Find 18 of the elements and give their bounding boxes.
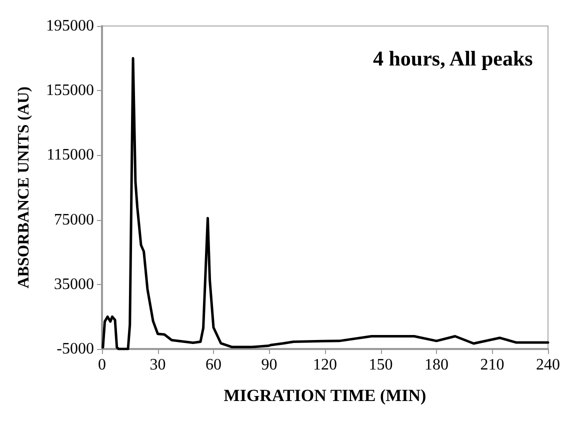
- x-tick-label: 0: [98, 356, 106, 374]
- y-axis-title: ABSORBANCE UNITS (AU): [16, 86, 32, 288]
- x-tick-label: 150: [368, 356, 393, 374]
- x-axis-title: MIGRATION TIME (MIN): [224, 386, 426, 405]
- x-tick-label: 30: [150, 356, 166, 374]
- y-tick-label: 75000: [54, 211, 94, 228]
- x-tick-label: 60: [206, 356, 222, 374]
- x-tick-label: 240: [536, 356, 560, 374]
- y-tick-label: 35000: [54, 276, 94, 293]
- y-tick-label: -5000: [56, 340, 94, 358]
- x-tick-label: 210: [480, 356, 504, 374]
- y-tick-label: 155000: [46, 82, 94, 100]
- x-tick-label: 90: [261, 356, 278, 374]
- x-tick-label: 180: [424, 356, 448, 374]
- annotation: 4 hours, All peaks: [372, 46, 533, 70]
- y-tick-label: 195000: [46, 18, 94, 34]
- y-tick-label: 115000: [46, 146, 94, 164]
- x-tick-label: 120: [313, 356, 337, 374]
